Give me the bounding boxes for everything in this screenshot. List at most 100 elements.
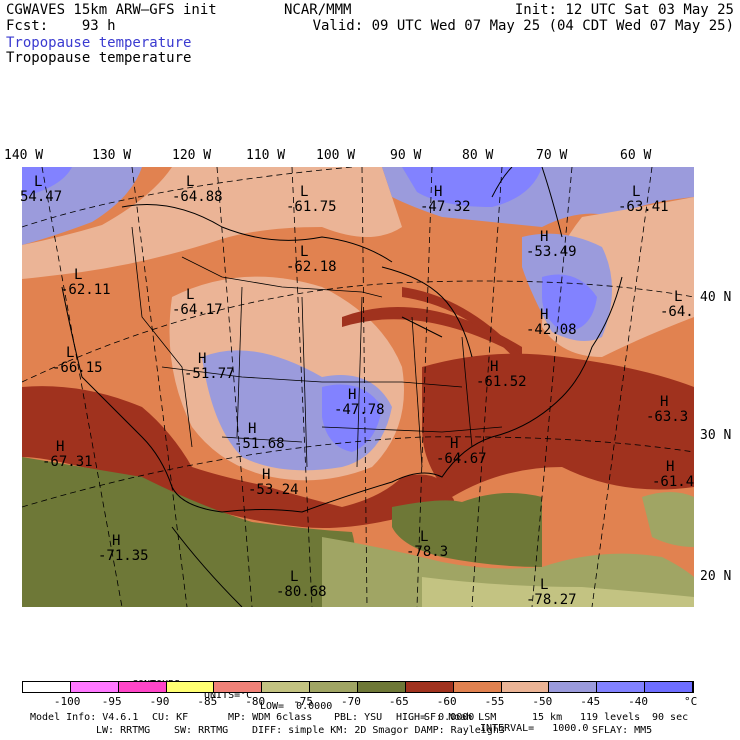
lon-label-100w: 100 W	[316, 148, 356, 163]
hl-type: H	[348, 387, 357, 403]
scale-swatch	[70, 682, 119, 692]
low-label: L -63.41	[618, 185, 669, 215]
high-label: H -53.24	[248, 468, 299, 498]
hl-type: H	[540, 229, 549, 245]
caribbean-light-area	[422, 577, 694, 607]
hl-value: -78.27	[526, 592, 577, 608]
scale-swatch	[23, 682, 71, 692]
hl-value: -67.31	[42, 454, 93, 470]
tropopause-temperature-map	[22, 167, 694, 607]
scale-swatch	[597, 682, 646, 692]
hudson-blue-area	[402, 167, 542, 207]
low-label: L -78.27	[526, 578, 577, 608]
valid-time: Valid: 09 UTC Wed 07 May 25 (04 CDT Wed …	[312, 18, 734, 34]
hl-value: -47.78	[334, 402, 385, 418]
oklahoma-blue-area	[322, 384, 382, 452]
hl-type: H	[660, 394, 669, 410]
hl-type: H	[434, 184, 443, 200]
scale-tick-label: °C	[684, 695, 698, 708]
scale-tick-label: -80	[245, 695, 266, 708]
hl-value: -71.35	[98, 548, 149, 564]
contours-high: HIGH= 0.0000	[396, 712, 475, 723]
contours-units: UNITS=°C	[204, 690, 253, 701]
hl-type: H	[262, 467, 271, 483]
scale-swatch	[549, 682, 598, 692]
sw-red-area	[22, 386, 454, 528]
footer-levels: 119 levels	[580, 712, 641, 723]
high-label: H -61.4	[652, 460, 694, 490]
lon-label-60w: 60 W	[620, 148, 652, 163]
hl-type: L	[674, 289, 683, 305]
scale-tick-label: -40	[628, 695, 649, 708]
hl-type: H	[248, 421, 257, 437]
high-label: H -42.08	[526, 308, 577, 338]
hl-type: L	[186, 287, 195, 303]
hl-type: H	[198, 351, 207, 367]
lon-label-130w: 130 W	[92, 148, 132, 163]
contours-low: LOW= 0.0000	[260, 701, 333, 712]
scale-swatch	[501, 682, 550, 692]
contours-interval: INTERVAL= 1000.0	[480, 723, 589, 734]
hl-value: -61.4	[652, 474, 695, 490]
lon-label-120w: 120 W	[172, 148, 212, 163]
atlantic-olive-area	[642, 492, 694, 547]
hl-type: L	[186, 174, 195, 190]
hl-value: -42.08	[526, 322, 577, 338]
color-scale	[22, 681, 694, 693]
low-label: L -62.11	[60, 268, 111, 298]
scale-tick-label: -75	[293, 695, 314, 708]
scale-tick-label: -60	[436, 695, 457, 708]
hl-type: L	[540, 577, 549, 593]
lat-label-20n: 20 N	[700, 569, 732, 584]
hl-type: L	[632, 184, 641, 200]
hl-value: -53.49	[526, 244, 577, 260]
hl-type: L	[290, 569, 299, 585]
high-label: H -67.31	[42, 440, 93, 470]
lon-label-110w: 110 W	[246, 148, 286, 163]
low-label: L -62.18	[286, 245, 337, 275]
hl-type: L	[74, 267, 83, 283]
field-subtitle: Tropopause temperature	[6, 50, 192, 66]
lon-label-80w: 80 W	[462, 148, 494, 163]
hl-value: -51.77	[184, 366, 235, 382]
great-lakes-streak	[402, 287, 532, 372]
hl-value: -63.3	[646, 409, 689, 425]
hl-value: -47.32	[420, 199, 471, 215]
high-label: H -61.52	[476, 360, 527, 390]
hl-value: -61.75	[286, 199, 337, 215]
north-pink-area	[22, 167, 402, 279]
scale-swatch	[358, 682, 406, 692]
footer-pbl: PBL: YSU	[334, 712, 383, 723]
scale-swatch	[310, 682, 358, 692]
footer-cu: CU: KF	[152, 712, 189, 723]
init-time: Init: 12 UTC Sat 03 May 25	[514, 2, 734, 18]
hl-type: L	[34, 174, 43, 190]
se-red-area	[422, 353, 694, 497]
mexico-olive-area	[22, 457, 356, 607]
low-label: L -64.17	[172, 288, 223, 318]
low-label: L -64.	[660, 290, 694, 320]
scale-tick-label: -45	[580, 695, 601, 708]
field-title: Tropopause temperature	[6, 35, 192, 51]
hl-value: -61.52	[476, 374, 527, 390]
hl-type: H	[450, 436, 459, 452]
forecast-hour: Fcst: 93 h	[6, 18, 116, 34]
high-label: H -51.77	[184, 352, 235, 382]
scale-tick-label: -50	[532, 695, 553, 708]
scale-swatch	[262, 682, 311, 692]
scale-tick-label: -85	[197, 695, 218, 708]
scale-swatch	[118, 682, 167, 692]
hl-value: -78.3	[406, 544, 449, 560]
high-label: H -47.78	[334, 388, 385, 418]
hl-type: H	[112, 533, 121, 549]
high-label: H -71.35	[98, 534, 149, 564]
scale-tick-label: -65	[388, 695, 409, 708]
scale-tick-label: -100	[53, 695, 81, 708]
ne-blue-area	[542, 274, 597, 332]
footer-lw: LW: RRTMG	[96, 725, 151, 736]
state-borders	[131, 226, 503, 468]
high-label: H -53.49	[526, 230, 577, 260]
nw-blue-area	[22, 167, 72, 197]
low-label: L -66.15	[52, 346, 103, 376]
footer-timestep: 90 sec	[652, 712, 689, 723]
